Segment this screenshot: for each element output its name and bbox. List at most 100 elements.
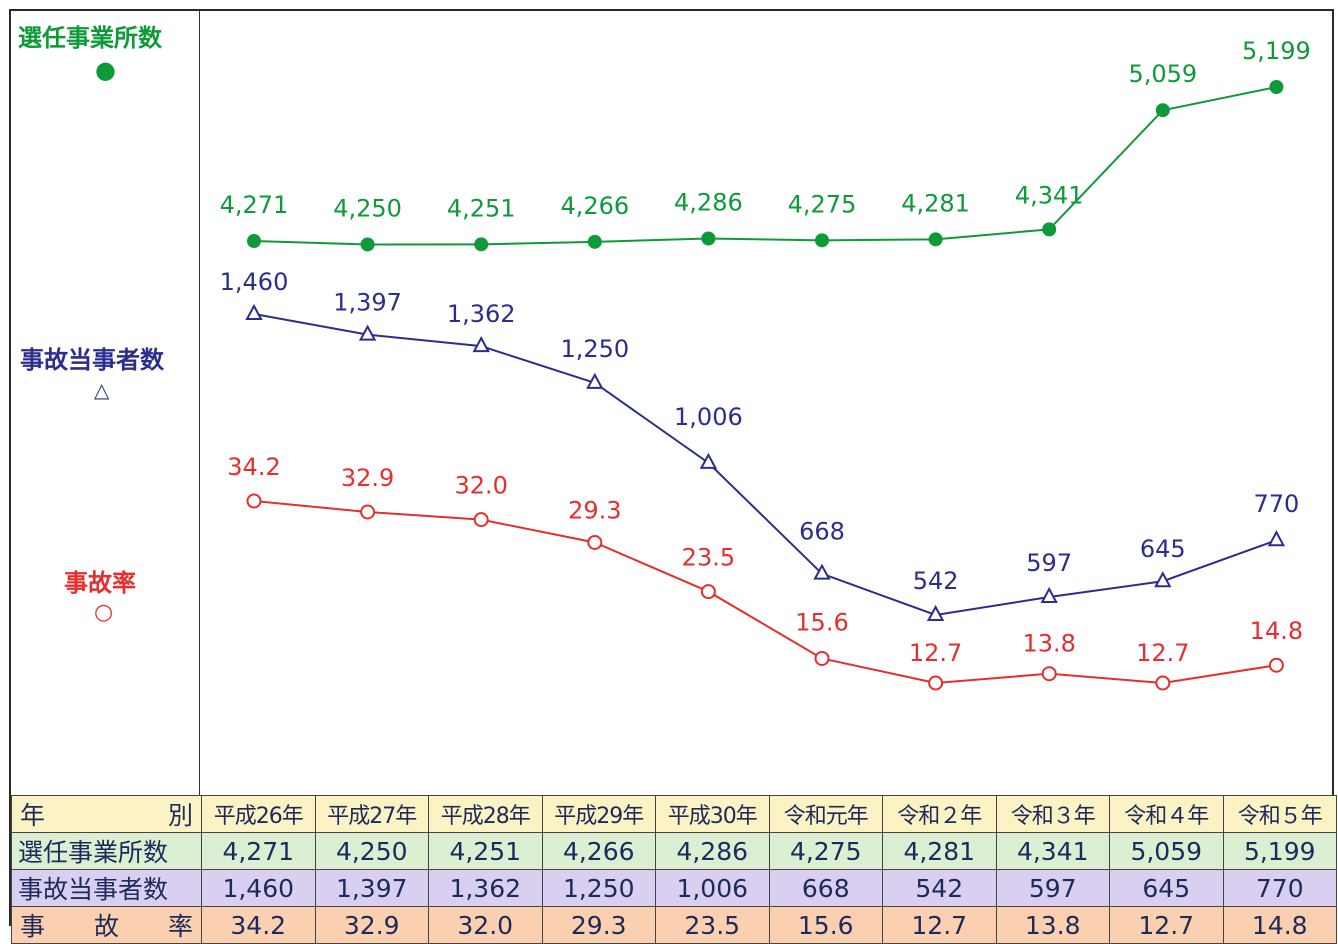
table-header-row: 年別平成26年 平成27年 平成28年 平成29年 平成30年 令和元年 令和２年 令和３年令… — [11, 795, 1337, 833]
point-sites — [474, 237, 489, 252]
point-rate — [928, 675, 944, 691]
series-line-sites — [253, 86, 1277, 246]
point-sites — [1269, 80, 1284, 94]
table-cell: 32.0 — [428, 906, 543, 944]
point-rate — [360, 504, 376, 520]
data-label-sites: 4,250 — [333, 194, 402, 222]
data-label-parties: 1,460 — [220, 268, 289, 296]
data-label-sites: 4,341 — [1015, 181, 1084, 209]
table-cell: 4,271 — [201, 832, 316, 870]
point-sites — [360, 237, 375, 252]
table-year-cell: 平成28年 — [428, 795, 543, 833]
point-rate — [246, 493, 262, 509]
table-cell: 12.7 — [882, 906, 997, 944]
data-label-rate: 12.7 — [1136, 639, 1189, 667]
point-rate — [814, 650, 830, 666]
point-parties — [1154, 571, 1172, 588]
table-row: 選任事業所数 4,271 4,250 4,251 4,266 4,286 4,275 4,28… — [11, 832, 1337, 870]
legend-title-rate: 事故率 — [64, 569, 136, 597]
table-cell: 542 — [882, 869, 997, 907]
legend-title-parties: 事故当事者数 — [20, 346, 164, 374]
table-row-label: 事故率 — [11, 906, 202, 944]
data-label-parties: 597 — [1026, 549, 1072, 577]
data-label-rate: 15.6 — [795, 608, 848, 636]
table-cell: 597 — [995, 869, 1110, 907]
point-parties — [586, 372, 604, 389]
table-cell: 23.5 — [655, 906, 770, 944]
data-label-rate: 14.8 — [1250, 617, 1303, 645]
chart-frame — [9, 9, 1334, 926]
data-label-parties: 668 — [799, 518, 845, 546]
series-line-parties — [253, 313, 1277, 617]
point-parties — [358, 324, 377, 341]
point-sites — [247, 234, 261, 248]
table-row: 事故率 34.2 32.9 32.0 29.3 23.5 15.6 12.7 13.8 12.7 1… — [11, 906, 1337, 944]
data-label-rate: 32.0 — [454, 472, 507, 500]
table-cell: 4,266 — [541, 832, 656, 870]
table-cell: 13.8 — [995, 906, 1110, 944]
table-cell: 1,460 — [201, 869, 316, 907]
table-year-cell: 令和５年 — [1222, 795, 1337, 833]
point-rate — [1155, 675, 1171, 691]
table-year-cell: 令和３年 — [995, 795, 1110, 833]
table-year-cell: 令和２年 — [882, 795, 997, 833]
table-cell: 5,059 — [1109, 832, 1224, 870]
table-row: 事故当事者数 1,460 1,397 1,362 1,250 1,006 668 542 597… — [11, 869, 1337, 907]
point-parties — [472, 336, 490, 353]
data-label-parties: 645 — [1140, 535, 1186, 563]
table-year-cell: 平成30年 — [655, 795, 770, 833]
table-cell: 1,006 — [655, 869, 770, 907]
table-row-label: 選任事業所数 — [11, 832, 202, 870]
table-cell: 770 — [1222, 869, 1337, 907]
table-cell: 4,250 — [314, 832, 429, 870]
table-year-cell: 平成26年 — [201, 795, 316, 833]
table-year-cell: 令和元年 — [768, 795, 883, 833]
data-label-parties: 1,362 — [447, 300, 516, 328]
data-label-sites: 4,286 — [674, 189, 743, 217]
point-rate — [1041, 666, 1057, 682]
point-parties — [699, 452, 718, 469]
data-label-sites: 4,275 — [788, 190, 857, 218]
point-sites — [928, 232, 943, 247]
data-label-rate: 13.8 — [1022, 630, 1075, 658]
data-label-parties: 770 — [1253, 490, 1299, 518]
point-rate — [1268, 657, 1284, 673]
data-label-sites: 4,281 — [901, 189, 970, 217]
table-cell: 645 — [1109, 869, 1224, 907]
data-label-rate: 12.7 — [909, 639, 962, 667]
table-cell: 4,341 — [995, 832, 1110, 870]
legend-symbol-rate: ○ — [94, 600, 114, 625]
table-year-cell: 令和４年 — [1109, 795, 1224, 833]
data-label-parties: 1,397 — [333, 289, 402, 317]
point-parties — [813, 563, 831, 580]
legend-symbol-parties: △ — [94, 378, 110, 402]
data-label-sites: 4,271 — [220, 191, 289, 219]
legend-title-sites: 選任事業所数 — [18, 24, 162, 52]
data-table: 年別平成26年 平成27年 平成28年 平成29年 平成30年 令和元年 令和２年 令和３年令… — [11, 795, 1337, 944]
legend-divider — [199, 10, 200, 795]
data-label-rate: 32.9 — [341, 464, 394, 492]
table-cell: 14.8 — [1222, 906, 1337, 944]
line-chart-plot: 4,271 4,250 4,251 4,266 4,286 4,275 4,281 4,341… — [220, 37, 1311, 691]
data-label-sites: 4,266 — [560, 192, 629, 220]
table-cell: 12.7 — [1109, 906, 1224, 944]
table-cell: 4,281 — [882, 832, 997, 870]
table-year-cell: 平成27年 — [314, 795, 429, 833]
table-cell: 34.2 — [201, 906, 316, 944]
point-rate — [700, 584, 716, 600]
point-parties — [926, 604, 945, 621]
series-line-rate — [253, 500, 1277, 685]
table-cell: 4,251 — [428, 832, 543, 870]
table-cell: 32.9 — [314, 906, 429, 944]
table-cell: 1,397 — [314, 869, 429, 907]
point-sites — [1155, 103, 1170, 118]
table-cell: 29.3 — [541, 906, 656, 944]
data-label-sites: 4,251 — [447, 194, 516, 222]
point-rate — [587, 534, 603, 550]
data-label-rate: 29.3 — [568, 496, 621, 524]
point-sites — [701, 231, 716, 246]
point-sites — [815, 233, 829, 248]
point-parties — [1267, 530, 1286, 547]
table-header-label: 年別 — [11, 795, 202, 833]
table-cell: 1,250 — [541, 869, 656, 907]
